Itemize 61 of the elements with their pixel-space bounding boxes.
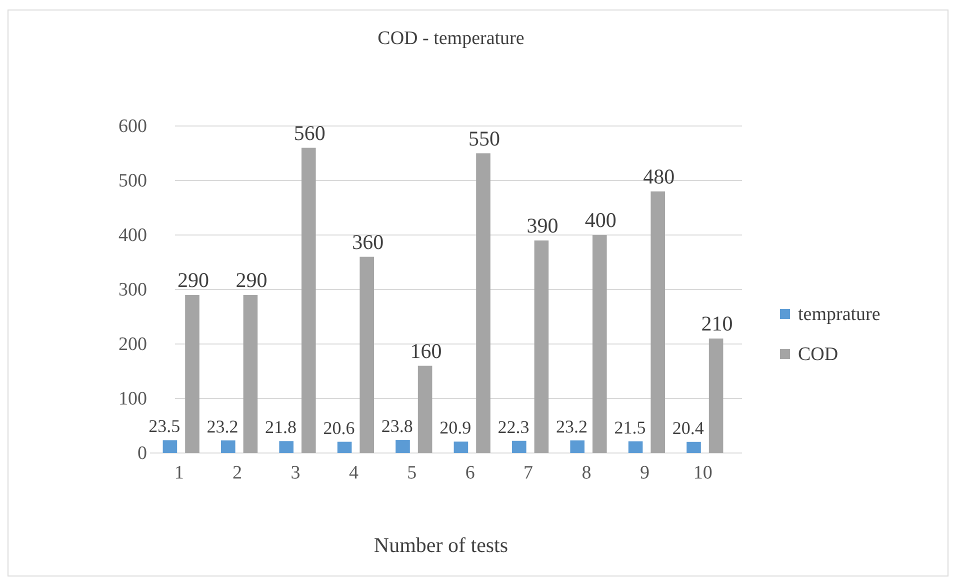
data-label: 21.8 bbox=[265, 417, 296, 438]
y-tick-label: 200 bbox=[118, 334, 147, 356]
data-label: 23.5 bbox=[148, 416, 180, 436]
data-label: 160 bbox=[410, 338, 442, 363]
x-tick-label: 7 bbox=[524, 462, 534, 484]
x-tick-label: 10 bbox=[693, 462, 712, 484]
bar bbox=[454, 442, 468, 453]
bar bbox=[628, 441, 643, 453]
x-tick-label: 9 bbox=[640, 462, 650, 484]
bar bbox=[512, 440, 526, 453]
bar bbox=[534, 240, 549, 453]
bar bbox=[337, 442, 352, 453]
bar bbox=[162, 440, 178, 453]
x-tick-label: 1 bbox=[174, 462, 184, 484]
x-tick-label: 3 bbox=[290, 462, 300, 484]
data-label: 390 bbox=[526, 213, 558, 238]
bar bbox=[476, 153, 490, 453]
y-tick-label: 600 bbox=[118, 116, 147, 138]
x-tick-label: 6 bbox=[465, 462, 475, 484]
x-tick-label: 2 bbox=[232, 462, 242, 484]
y-tick-label: 300 bbox=[118, 280, 147, 301]
bar bbox=[592, 235, 607, 453]
bar bbox=[570, 440, 584, 453]
x-tick-label: 8 bbox=[582, 462, 592, 484]
x-tick-label: 5 bbox=[407, 462, 417, 484]
x-tick-label: 4 bbox=[348, 462, 359, 484]
bar bbox=[302, 148, 316, 453]
data-label: 23.2 bbox=[556, 416, 588, 436]
bar bbox=[396, 440, 410, 453]
data-label: 22.3 bbox=[498, 416, 530, 437]
data-label: 21.5 bbox=[614, 417, 646, 438]
data-label: 400 bbox=[584, 208, 616, 232]
bar bbox=[686, 442, 701, 453]
bar bbox=[185, 294, 200, 453]
y-tick-label: 0 bbox=[138, 443, 147, 464]
y-tick-label: 500 bbox=[118, 170, 147, 192]
legend-label: COD bbox=[798, 344, 838, 365]
bar bbox=[650, 191, 665, 453]
data-label: 23.8 bbox=[381, 416, 413, 436]
data-label: 290 bbox=[236, 268, 268, 292]
data-label: 20.6 bbox=[323, 418, 355, 438]
bar bbox=[279, 441, 294, 453]
chart-title: COD - temperature bbox=[378, 28, 524, 49]
x-axis-title: Number of tests bbox=[374, 533, 508, 557]
bar bbox=[243, 294, 258, 453]
data-label: 210 bbox=[701, 312, 733, 336]
data-label: 23.2 bbox=[206, 416, 238, 436]
data-label: 550 bbox=[468, 126, 500, 150]
data-label: 360 bbox=[352, 230, 384, 254]
data-label: 20.4 bbox=[672, 418, 704, 438]
bar bbox=[221, 440, 236, 453]
bar bbox=[708, 338, 724, 453]
y-tick-label: 100 bbox=[118, 388, 147, 410]
bar bbox=[360, 256, 374, 453]
bar bbox=[418, 366, 432, 453]
data-label: 290 bbox=[178, 268, 209, 292]
data-label: 560 bbox=[294, 120, 326, 145]
data-label: 20.9 bbox=[440, 418, 472, 438]
legend-label: temprature bbox=[798, 304, 880, 325]
data-label: 480 bbox=[643, 164, 675, 188]
y-tick-label: 400 bbox=[118, 225, 147, 246]
